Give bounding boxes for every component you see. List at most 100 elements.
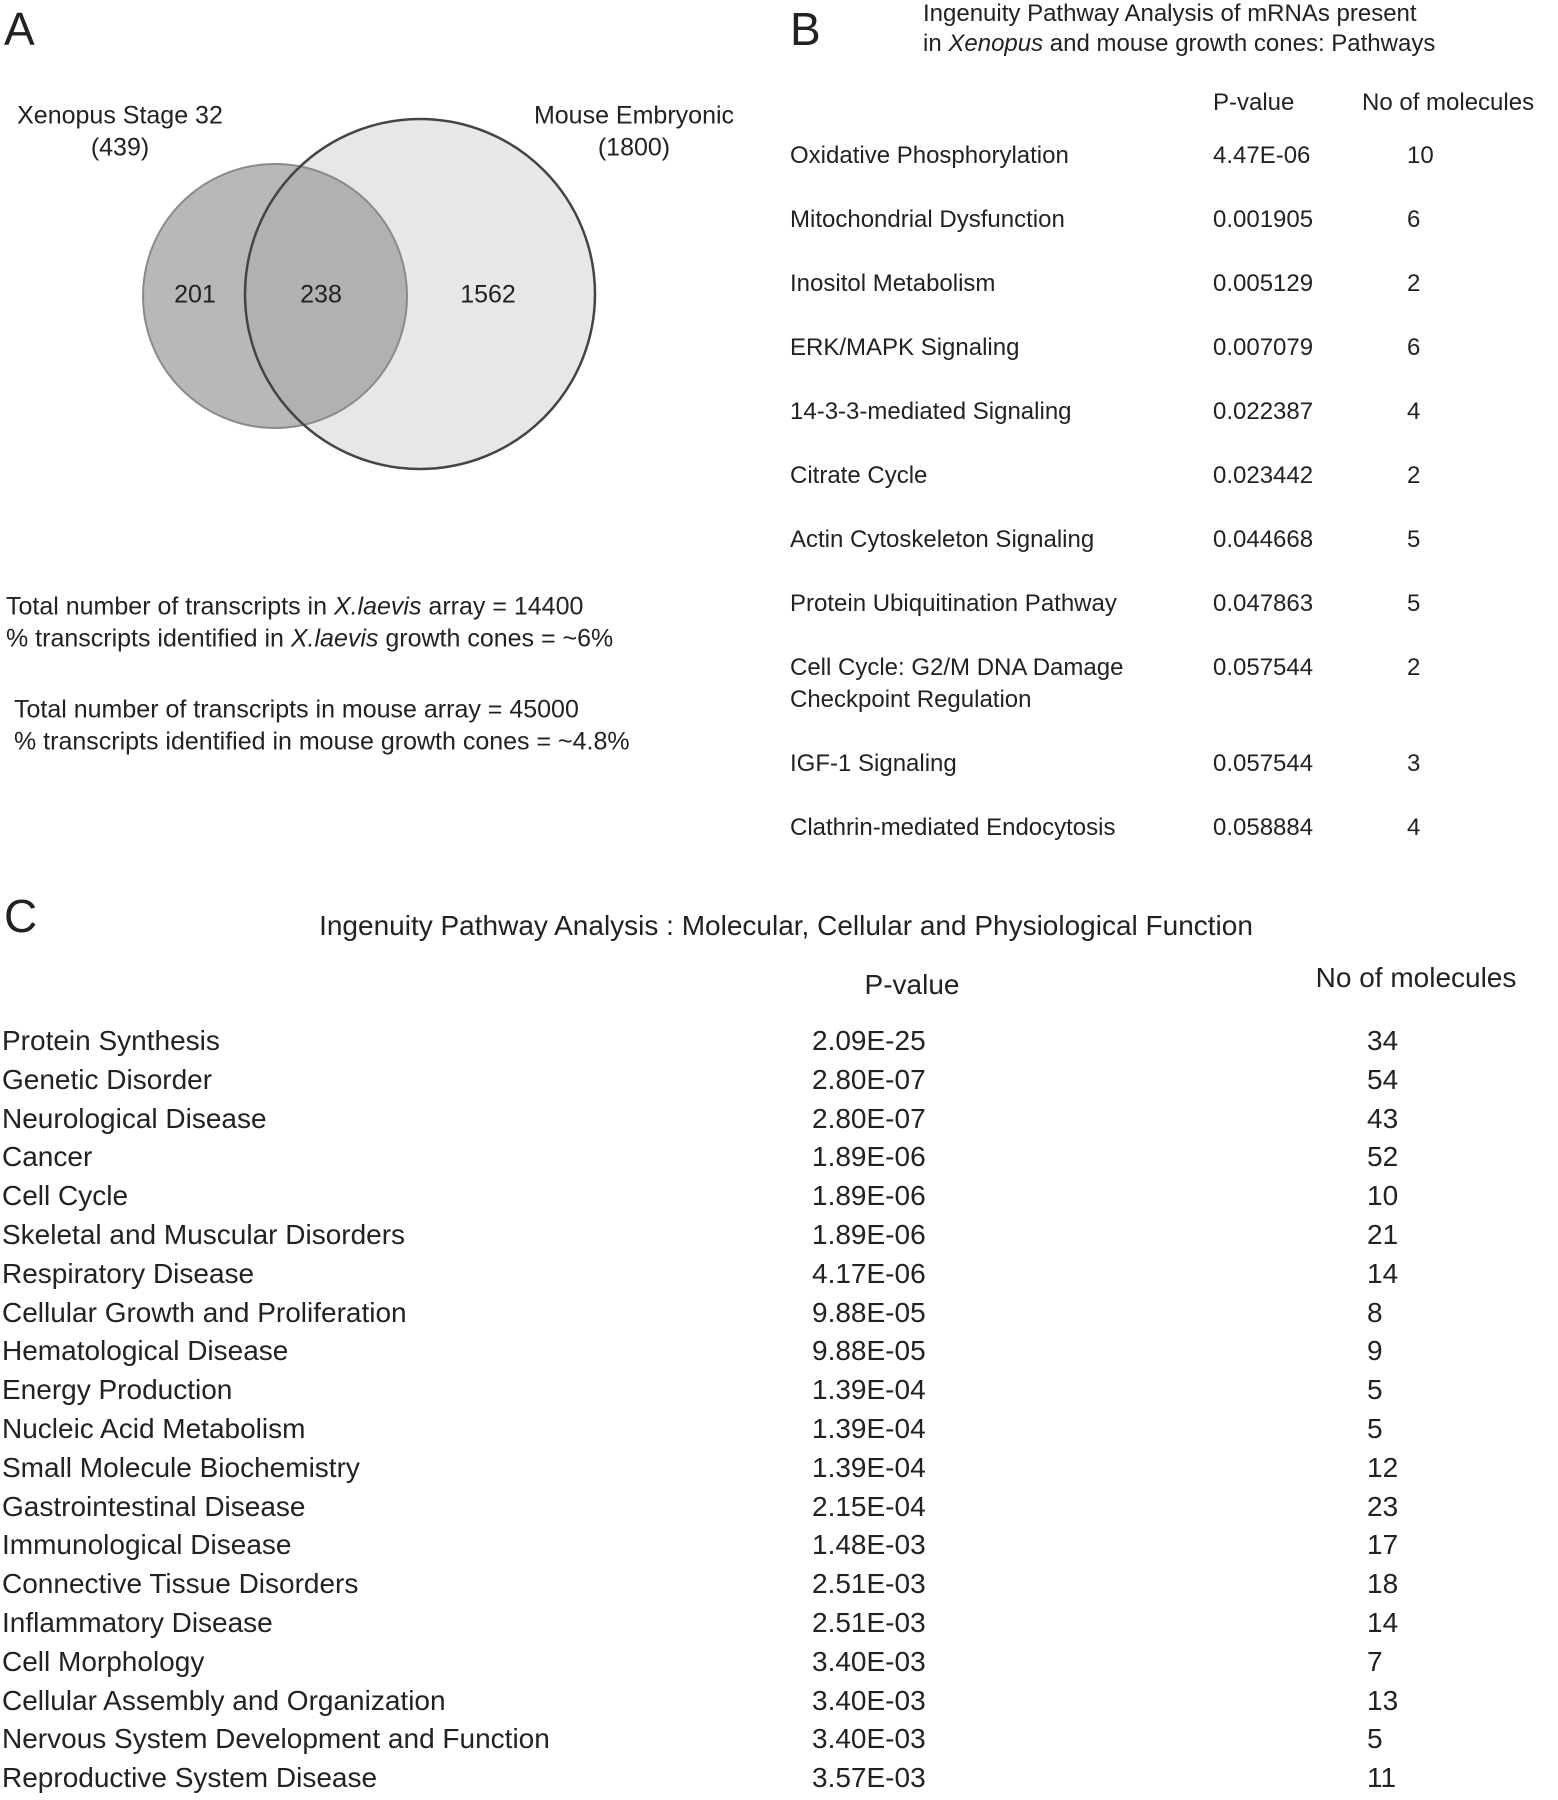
function-name: Cellular Assembly and Organization xyxy=(2,1684,446,1716)
molecule-count: 5 xyxy=(1367,1723,1383,1755)
note-text: X.laevis xyxy=(333,592,422,621)
p-value: 0.058884 xyxy=(1213,814,1314,841)
note-line: Total number of transcripts in mouse arr… xyxy=(14,695,579,724)
column-header: P-value xyxy=(864,969,960,1000)
p-value: 1.48E-03 xyxy=(812,1529,926,1561)
p-value: 0.001905 xyxy=(1213,206,1314,233)
note-line: % transcripts identified in mouse growth… xyxy=(14,727,630,756)
set-name: Xenopus Stage 32 xyxy=(17,102,223,130)
molecule-count: 17 xyxy=(1367,1529,1399,1561)
panel-label: C xyxy=(4,890,38,942)
title-text: Xenopus xyxy=(948,30,1044,57)
function-name: Skeletal and Muscular Disorders xyxy=(2,1219,406,1250)
molecule-count: 2 xyxy=(1407,270,1421,297)
pathway-name: Cell Cycle: G2/M DNA Damage Checkpoint R… xyxy=(790,654,1124,713)
molecule-count: 13 xyxy=(1367,1684,1399,1716)
pathway-name: Oxidative Phosphorylation xyxy=(790,142,1069,169)
pathway-name: Protein Ubiquitination Pathway xyxy=(790,590,1117,617)
column-header: No of molecules xyxy=(1362,89,1535,116)
molecule-count: 10 xyxy=(1367,1180,1399,1212)
molecule-count: 6 xyxy=(1407,334,1421,361)
set-total: (439) xyxy=(91,134,149,162)
p-value: 2.51E-03 xyxy=(812,1568,926,1600)
molecule-count: 8 xyxy=(1367,1296,1383,1328)
set-total: (1800) xyxy=(598,134,670,162)
p-value: 9.88E-05 xyxy=(812,1296,926,1328)
pathway-name: Citrate Cycle xyxy=(790,462,928,489)
panel-label: A xyxy=(4,3,35,55)
set-name: Mouse Embryonic xyxy=(534,102,734,130)
note-text: array = 14400 xyxy=(421,592,584,621)
p-value: 0.005129 xyxy=(1213,270,1314,297)
note-text: % transcripts identified in mouse growth… xyxy=(14,727,630,756)
molecule-count: 7 xyxy=(1367,1645,1383,1677)
title-line: Ingenuity Pathway Analysis of mRNAs pres… xyxy=(923,2,1417,26)
function-name: Nervous System Development and Function xyxy=(2,1723,550,1755)
p-value: 0.044668 xyxy=(1213,526,1314,553)
molecule-count: 14 xyxy=(1367,1257,1399,1289)
note-text: Total number of transcripts in mouse arr… xyxy=(14,695,579,724)
pathway-name: IGF-1 Signaling xyxy=(790,750,957,777)
p-value: 0.022387 xyxy=(1213,398,1314,425)
function-name: Respiratory Disease xyxy=(2,1257,255,1289)
p-value: 2.09E-25 xyxy=(812,1025,926,1056)
region-count: 238 xyxy=(300,281,342,309)
molecule-count: 52 xyxy=(1367,1141,1399,1173)
p-value: 2.80E-07 xyxy=(812,1102,926,1134)
p-value: 0.057544 xyxy=(1213,750,1314,777)
p-value: 4.47E-06 xyxy=(1213,142,1311,169)
title-line: in Xenopus and mouse growth cones: Pathw… xyxy=(923,32,1435,56)
p-value: 1.89E-06 xyxy=(812,1180,926,1212)
function-name: Reproductive System Disease xyxy=(2,1762,378,1794)
p-value: 4.17E-06 xyxy=(812,1257,926,1289)
function-name: Genetic Disorder xyxy=(2,1063,213,1095)
pathway-name: Inositol Metabolism xyxy=(790,270,996,297)
function-name: Gastrointestinal Disease xyxy=(2,1490,306,1522)
function-name: Cellular Growth and Proliferation xyxy=(2,1296,407,1328)
molecule-count: 2 xyxy=(1407,654,1421,681)
title-text: and mouse growth cones: Pathways xyxy=(1043,30,1436,57)
function-name: Cancer xyxy=(2,1141,93,1173)
note-text: growth cones = ~6% xyxy=(378,624,614,653)
function-name: Connective Tissue Disorders xyxy=(2,1568,359,1600)
function-name: Immunological Disease xyxy=(2,1529,292,1561)
xenopus-circle xyxy=(142,163,408,429)
function-name: Protein Synthesis xyxy=(2,1025,220,1056)
function-name: Inflammatory Disease xyxy=(2,1607,273,1638)
molecule-count: 5 xyxy=(1367,1374,1383,1406)
molecule-count: 2 xyxy=(1407,462,1421,489)
molecule-count: 6 xyxy=(1407,206,1421,233)
p-value: 0.007079 xyxy=(1213,334,1314,361)
mouse-circle-outline xyxy=(243,117,597,471)
panel-label: B xyxy=(790,3,821,55)
molecule-count: 3 xyxy=(1407,750,1421,777)
pathway-table: Oxidative Phosphorylation 4.47E-06 10 Mitoc… xyxy=(790,140,1533,844)
function-name: Small Molecule Biochemistry xyxy=(2,1451,360,1483)
molecule-count: 34 xyxy=(1367,1025,1399,1056)
p-value: 1.89E-06 xyxy=(812,1219,926,1250)
molecule-count: 23 xyxy=(1367,1490,1399,1522)
p-value: 3.40E-03 xyxy=(812,1723,926,1755)
p-value: 3.40E-03 xyxy=(812,1645,926,1677)
p-value: 1.89E-06 xyxy=(812,1141,926,1173)
p-value: 0.047863 xyxy=(1213,590,1314,617)
title-text: in xyxy=(923,30,949,57)
molecule-count: 10 xyxy=(1407,142,1434,169)
pathway-name: Clathrin-mediated Endocytosis xyxy=(790,814,1116,841)
molecule-count: 5 xyxy=(1407,590,1421,617)
p-value: 0.057544 xyxy=(1213,654,1314,681)
function-name: Nucleic Acid Metabolism xyxy=(2,1413,306,1444)
molecule-count: 21 xyxy=(1367,1219,1399,1250)
note-text: Total number of transcripts in xyxy=(6,592,334,621)
p-value: 1.39E-04 xyxy=(812,1413,926,1444)
p-value: 3.40E-03 xyxy=(812,1684,926,1716)
molecule-count: 9 xyxy=(1367,1335,1383,1367)
pathway-name: 14-3-3-mediated Signaling xyxy=(790,398,1072,425)
pathway-name: ERK/MAPK Signaling xyxy=(790,334,1020,361)
region-count: 201 xyxy=(174,281,216,309)
p-value: 2.80E-07 xyxy=(812,1063,926,1095)
molecule-count: 43 xyxy=(1367,1102,1399,1134)
molecule-count: 4 xyxy=(1407,814,1421,841)
p-value: 2.15E-04 xyxy=(812,1490,926,1522)
molecule-count: 5 xyxy=(1407,526,1421,553)
